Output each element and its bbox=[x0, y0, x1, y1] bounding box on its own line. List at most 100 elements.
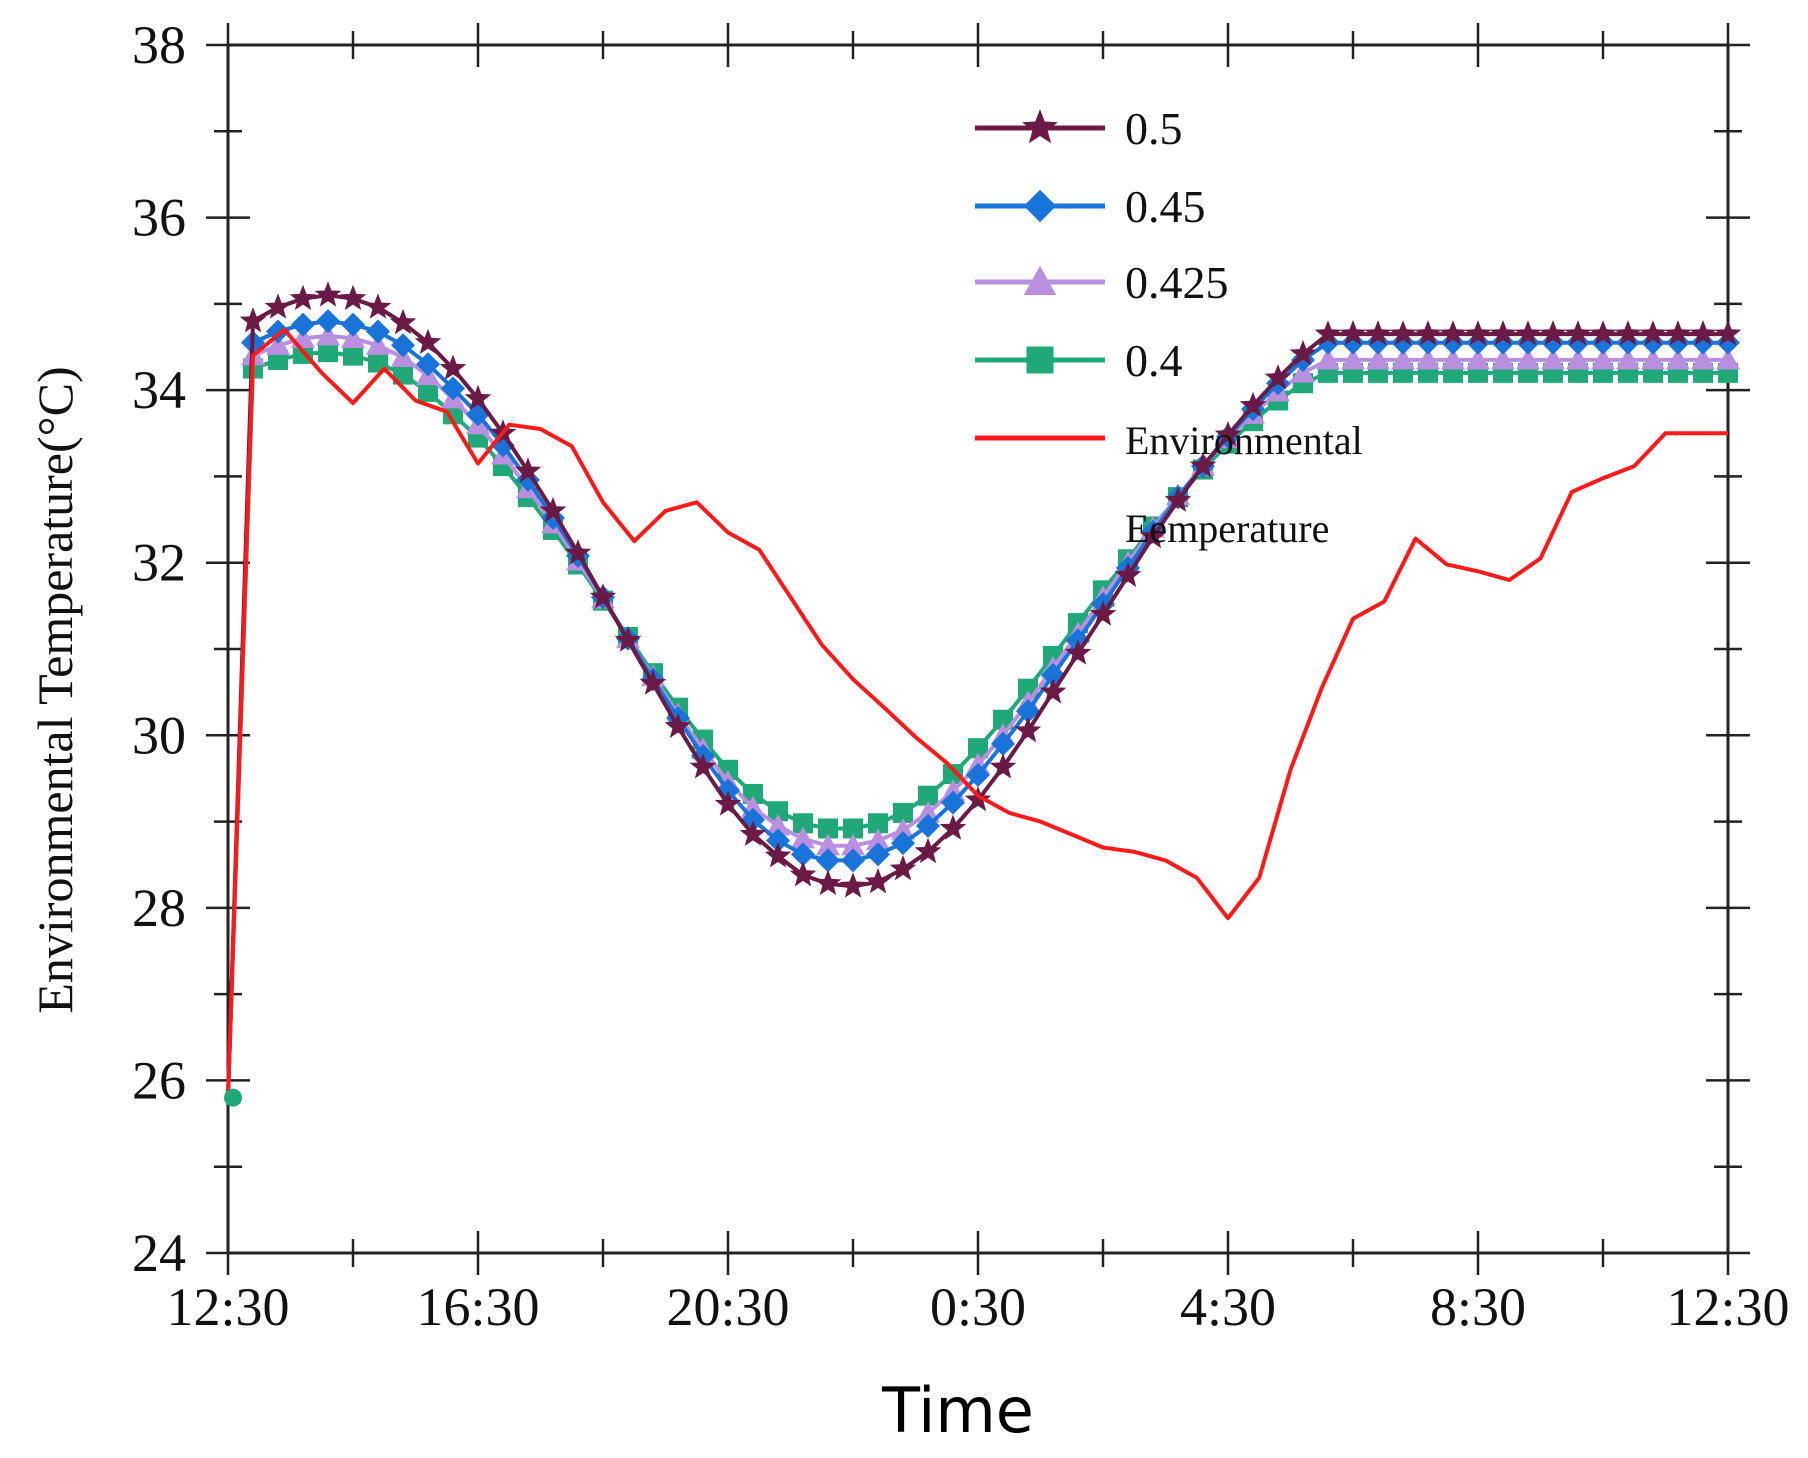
legend-label: 0.5 bbox=[1125, 103, 1183, 154]
data-point bbox=[314, 281, 342, 307]
data-point bbox=[391, 333, 415, 358]
data-point bbox=[714, 790, 742, 816]
data-point bbox=[1264, 364, 1292, 390]
data-point bbox=[418, 381, 438, 402]
data-point bbox=[1089, 600, 1117, 626]
data-point bbox=[639, 669, 667, 695]
x-tick-label: 20:30 bbox=[666, 1277, 789, 1337]
legend-entry: 0.425 bbox=[975, 257, 1229, 308]
data-point bbox=[891, 818, 915, 840]
legend-entry: 0.45 bbox=[975, 181, 1206, 232]
legend-marker bbox=[1026, 346, 1054, 374]
data-point bbox=[1691, 330, 1715, 355]
data-point bbox=[816, 848, 840, 873]
data-point bbox=[1514, 320, 1542, 346]
data-point bbox=[1114, 561, 1142, 587]
legend-marker bbox=[1022, 109, 1058, 144]
data-point bbox=[1641, 347, 1665, 370]
data-point bbox=[366, 333, 390, 355]
data-point bbox=[893, 802, 913, 823]
x-tick-label: 0:30 bbox=[930, 1277, 1026, 1337]
y-axis-label: Environmental Temperature(°C) bbox=[27, 366, 83, 1013]
data-point bbox=[768, 801, 788, 822]
data-point bbox=[316, 309, 340, 334]
data-point bbox=[1541, 347, 1565, 370]
x-tick-label: 4:30 bbox=[1180, 1277, 1276, 1337]
legend-entry: 0.4 bbox=[975, 335, 1183, 386]
data-point bbox=[1416, 347, 1440, 370]
data-point bbox=[1516, 347, 1540, 370]
data-point bbox=[1364, 320, 1392, 346]
x-tick-labels: 12:30 16:30 20:30 0:30 4:30 8:30 12:30 bbox=[166, 1277, 1789, 1337]
data-point bbox=[266, 333, 290, 355]
data-point bbox=[943, 764, 963, 785]
data-point bbox=[941, 790, 965, 815]
plot-border bbox=[226, 43, 1730, 1255]
data-point bbox=[843, 818, 863, 839]
data-point bbox=[1023, 265, 1057, 295]
data-point bbox=[341, 312, 365, 337]
data-point bbox=[764, 842, 792, 868]
data-point bbox=[1139, 522, 1167, 549]
data-point bbox=[841, 833, 865, 856]
data-point bbox=[814, 869, 842, 895]
data-point bbox=[1491, 330, 1515, 355]
data-point bbox=[339, 284, 367, 310]
data-point bbox=[866, 828, 890, 851]
data-point bbox=[1641, 330, 1665, 355]
data-point bbox=[914, 837, 942, 864]
data-point bbox=[1389, 320, 1417, 346]
data-point bbox=[1391, 330, 1415, 355]
y-tick-label: 32 bbox=[132, 533, 186, 593]
legend-entry: 0.5 bbox=[975, 103, 1183, 154]
data-point bbox=[366, 319, 390, 344]
data-point bbox=[1589, 320, 1617, 346]
data-point bbox=[239, 307, 267, 333]
y-tick-label: 34 bbox=[132, 360, 186, 420]
data-point bbox=[1466, 347, 1490, 370]
start-point bbox=[224, 1088, 242, 1107]
data-point bbox=[1666, 347, 1690, 370]
y-tick-label: 28 bbox=[132, 878, 186, 938]
data-point bbox=[1441, 330, 1465, 355]
data-point bbox=[564, 539, 592, 565]
data-point bbox=[1064, 639, 1092, 665]
y-tick-label: 30 bbox=[132, 705, 186, 765]
data-point bbox=[1689, 320, 1717, 346]
data-point bbox=[1239, 391, 1267, 417]
data-point bbox=[316, 323, 340, 346]
y-tick-label: 24 bbox=[132, 1223, 186, 1283]
data-point bbox=[1441, 347, 1465, 370]
data-point bbox=[866, 842, 890, 867]
legend: 0.5 0.45 0.425 0.4 Environmental Eemperature bbox=[975, 103, 1363, 551]
data-point bbox=[918, 785, 938, 806]
data-point bbox=[343, 345, 363, 366]
x-tick-label: 12:30 bbox=[1666, 1277, 1789, 1337]
data-point bbox=[1614, 320, 1642, 346]
data-point bbox=[864, 868, 892, 894]
series-environmental bbox=[226, 327, 1728, 1098]
data-point bbox=[791, 826, 815, 849]
data-point bbox=[816, 833, 840, 856]
data-point bbox=[364, 293, 392, 319]
data-point bbox=[1616, 330, 1640, 355]
data-point bbox=[1564, 320, 1592, 346]
data-point bbox=[514, 457, 542, 483]
data-point bbox=[443, 404, 463, 425]
data-point bbox=[916, 800, 940, 823]
data-point bbox=[264, 293, 292, 319]
data-point bbox=[868, 813, 888, 834]
data-point bbox=[1664, 320, 1692, 346]
data-point bbox=[439, 354, 467, 380]
data-point bbox=[1022, 109, 1058, 144]
data-point bbox=[1591, 330, 1615, 355]
x-tick-label: 12:30 bbox=[166, 1277, 289, 1337]
data-point bbox=[1666, 330, 1690, 355]
data-point bbox=[993, 709, 1013, 730]
data-point bbox=[1516, 330, 1540, 355]
data-point bbox=[1616, 347, 1640, 370]
data-point bbox=[818, 818, 838, 839]
data-point bbox=[1714, 320, 1742, 346]
y-tick-label: 38 bbox=[132, 15, 186, 75]
data-point bbox=[743, 783, 763, 804]
